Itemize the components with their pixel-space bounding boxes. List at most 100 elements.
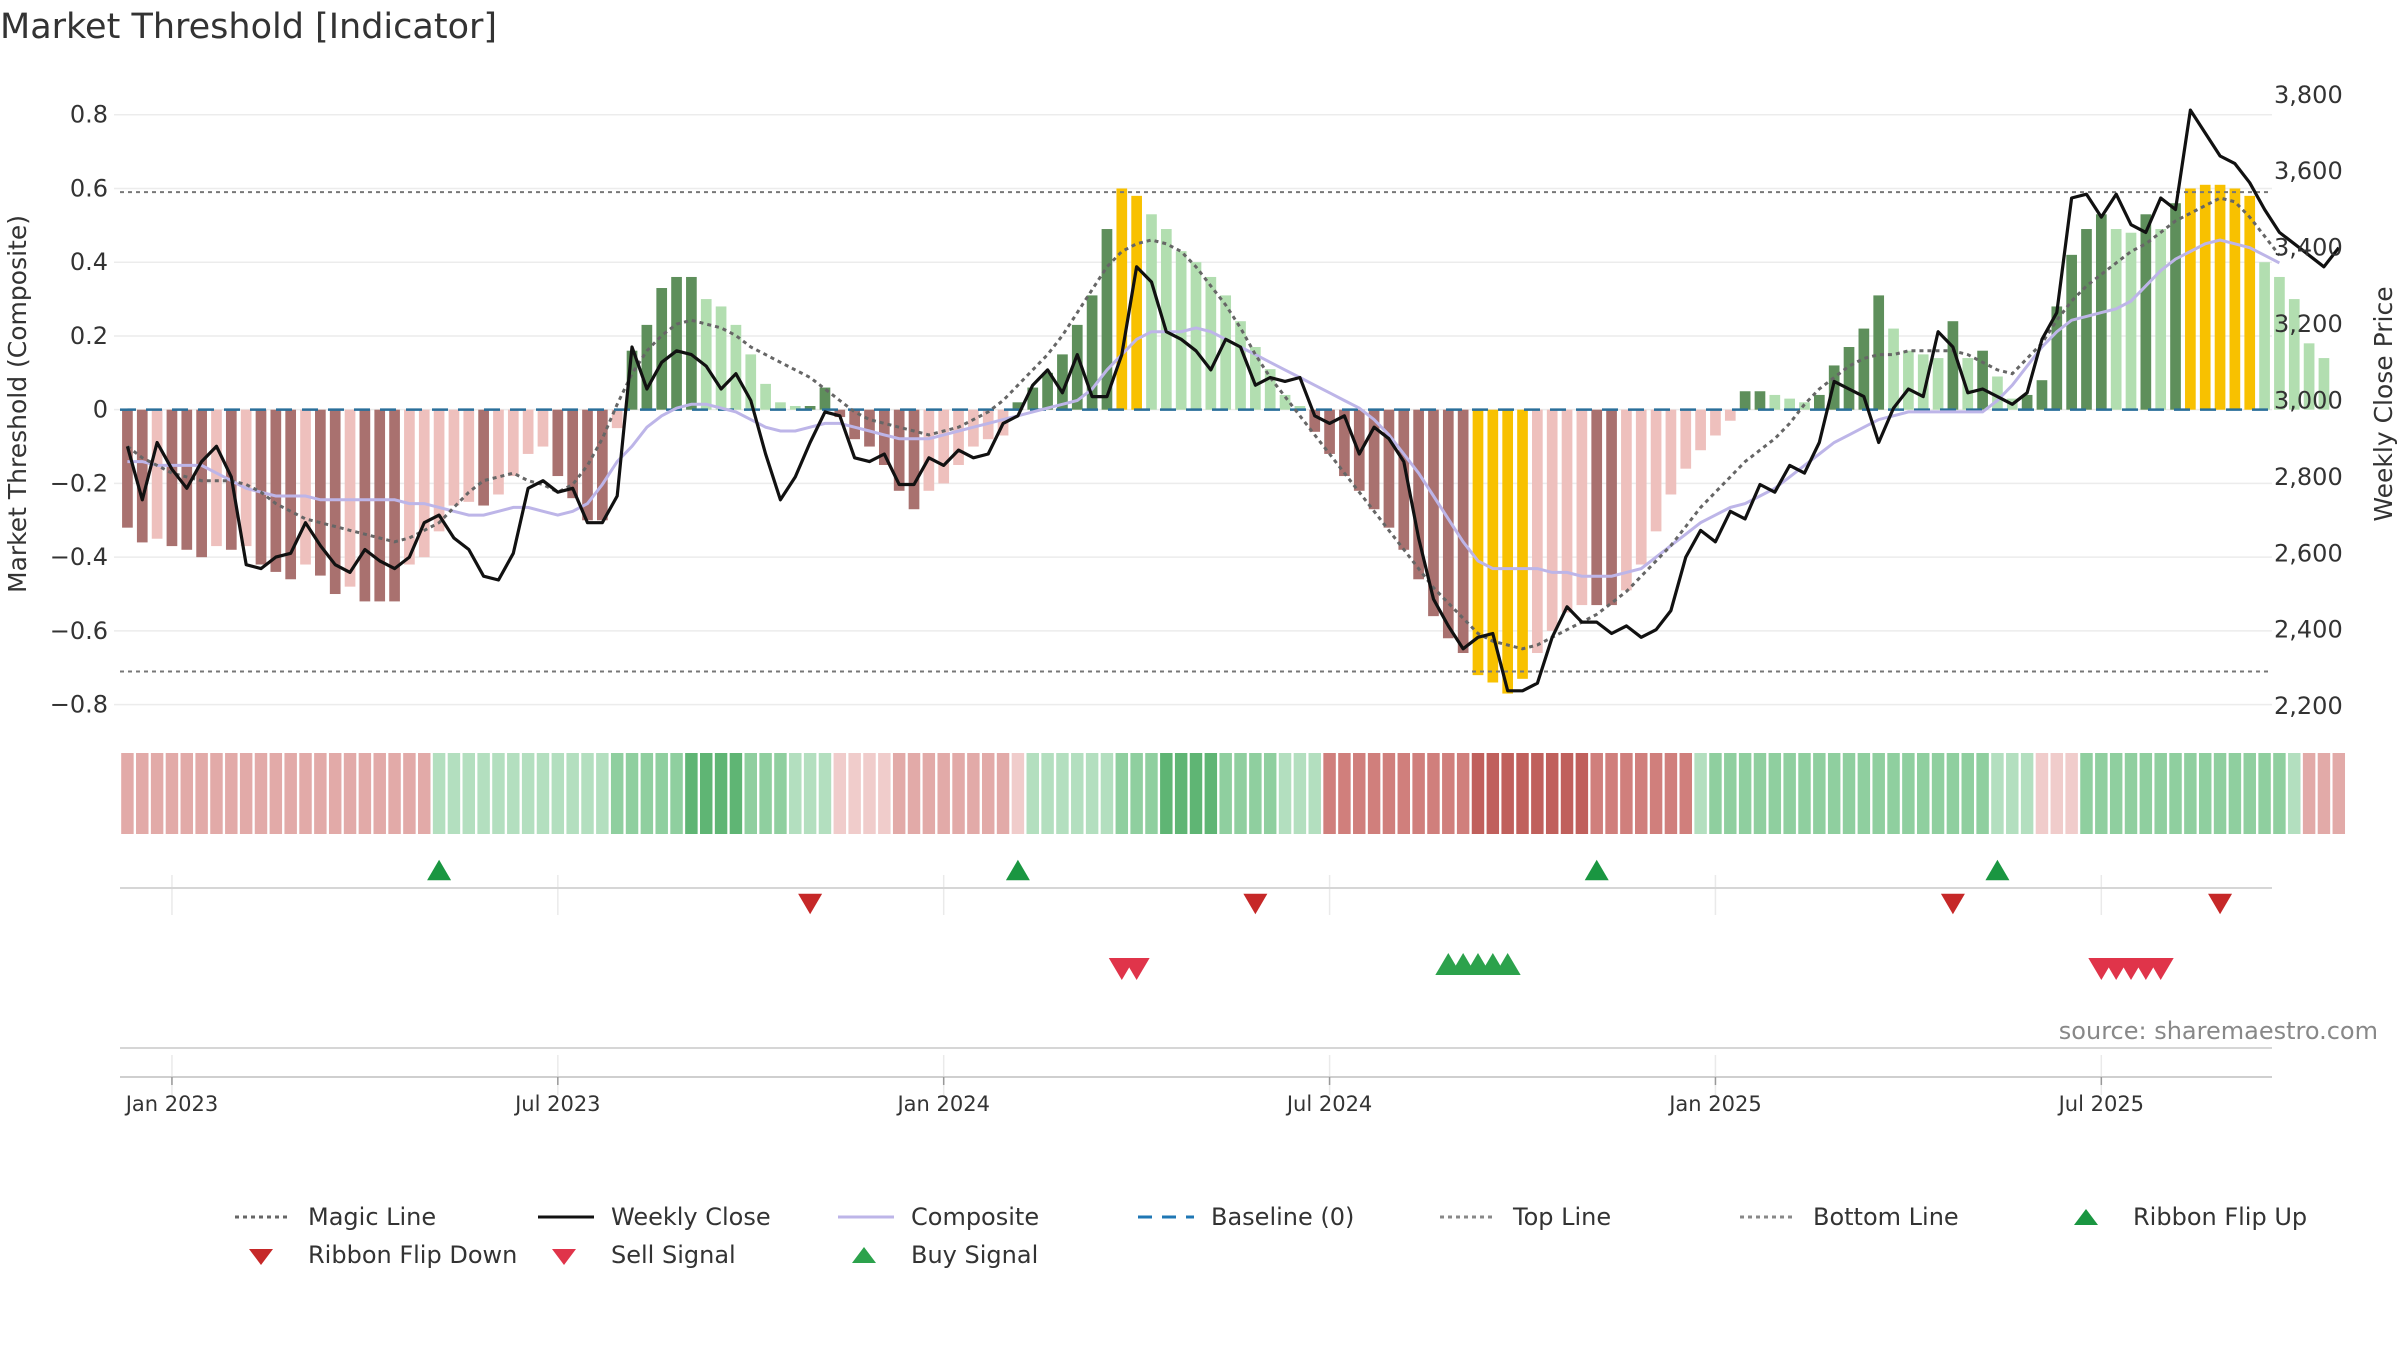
composite-bar bbox=[1546, 409, 1558, 631]
ribbon-flip-down-marker bbox=[1940, 893, 1965, 915]
chart-title: Market Threshold [Indicator] bbox=[0, 7, 497, 47]
ribbon-cell bbox=[1961, 753, 1974, 834]
legend-label: Ribbon Flip Up bbox=[2133, 1203, 2307, 1231]
composite-bar bbox=[1754, 391, 1766, 410]
composite-bar bbox=[1710, 409, 1721, 436]
composite-bar bbox=[389, 409, 400, 602]
composite-bar bbox=[1665, 409, 1677, 495]
composite-bar bbox=[2081, 229, 2092, 410]
x-tick-label: Jul 2025 bbox=[2057, 1092, 2144, 1116]
composite-bar bbox=[1487, 409, 1499, 683]
ribbon-cell bbox=[981, 753, 995, 834]
ribbon-flip-down-marker bbox=[798, 893, 823, 915]
composite-bar bbox=[2229, 188, 2241, 410]
composite-bar bbox=[1250, 347, 1261, 410]
composite-bar bbox=[2155, 229, 2167, 410]
ribbon-cell bbox=[2109, 753, 2123, 834]
ribbon-cell bbox=[1724, 753, 1737, 834]
composite-bar bbox=[448, 409, 460, 506]
y-right-tick-label: 3,800 bbox=[2274, 81, 2343, 109]
composite-bar bbox=[671, 276, 682, 410]
composite-bar bbox=[1873, 295, 1885, 410]
ribbon-cell bbox=[2228, 753, 2242, 834]
composite-bar bbox=[953, 409, 964, 465]
ribbon-cell bbox=[2095, 753, 2108, 834]
ribbon-cell bbox=[1085, 753, 1099, 834]
ribbon-cell bbox=[1011, 753, 1025, 834]
composite-bar bbox=[374, 409, 386, 602]
composite-bar bbox=[329, 409, 341, 595]
ribbon-cell bbox=[1174, 753, 1188, 834]
composite-bar bbox=[1992, 376, 2003, 410]
composite-bar bbox=[136, 409, 148, 543]
composite-bar bbox=[1784, 398, 1795, 410]
ribbon-cell bbox=[1620, 753, 1633, 834]
ribbon-cell bbox=[418, 753, 431, 834]
ribbon-cell bbox=[1813, 753, 1826, 834]
ribbon-cell bbox=[1308, 753, 1321, 834]
composite-bar bbox=[715, 306, 727, 410]
composite-bar bbox=[2036, 380, 2048, 410]
composite-bar bbox=[1279, 394, 1291, 410]
ribbon-cell bbox=[284, 753, 297, 834]
ribbon-cell bbox=[744, 753, 757, 834]
ribbon-cell bbox=[789, 753, 802, 834]
legend-label: Ribbon Flip Down bbox=[308, 1241, 517, 1269]
ribbon-cell bbox=[1189, 753, 1203, 834]
ribbon-cell bbox=[2258, 753, 2271, 834]
y-right-tick-label: 2,600 bbox=[2274, 539, 2343, 567]
composite-bar bbox=[211, 409, 222, 547]
composite-bar bbox=[493, 409, 504, 495]
ribbon-cell bbox=[403, 753, 416, 834]
ribbon-cell bbox=[1219, 753, 1232, 834]
ribbon-cell bbox=[314, 753, 327, 834]
composite-bar bbox=[1398, 409, 1410, 550]
composite-bar bbox=[522, 409, 534, 454]
ribbon-cell bbox=[967, 753, 980, 834]
composite-bar bbox=[1457, 409, 1469, 654]
composite-bar bbox=[2259, 262, 2270, 410]
ribbon-cell bbox=[1768, 753, 1782, 834]
y-tick-labels: 0.8 0.6 0.4 0.2 0 −0.2 −0.4 −0.6 −0.8 3,800 3,600 3… bbox=[50, 81, 2343, 720]
composite-bar bbox=[166, 409, 178, 547]
composite-bar bbox=[1413, 409, 1424, 580]
composite-bar bbox=[537, 409, 549, 447]
ribbon-cell bbox=[1041, 753, 1054, 834]
ribbon-cell bbox=[2288, 753, 2301, 834]
composite-bar bbox=[463, 409, 475, 502]
ribbon-cell bbox=[1857, 753, 1871, 834]
ribbon-cell bbox=[2184, 753, 2197, 834]
ribbon-cell bbox=[774, 753, 787, 834]
composite-bar bbox=[1888, 328, 1899, 410]
x-tick-label: Jan 2023 bbox=[124, 1092, 219, 1116]
ribbon-cell bbox=[1486, 753, 1500, 834]
ribbon-cell bbox=[328, 753, 342, 834]
composite-bar bbox=[196, 409, 207, 558]
ribbon-cell bbox=[1635, 753, 1648, 834]
composite-bar bbox=[2051, 306, 2063, 410]
composite-bar bbox=[1294, 406, 1306, 410]
composite-bar bbox=[1813, 394, 1825, 410]
ribbon-cell bbox=[729, 753, 743, 834]
legend-label: Baseline (0) bbox=[1211, 1203, 1354, 1231]
composite-bar bbox=[2214, 184, 2226, 410]
ribbon-cell bbox=[655, 753, 668, 834]
composite-bar bbox=[804, 406, 816, 410]
ribbon-cell bbox=[714, 753, 728, 834]
ribbon-cell bbox=[2080, 753, 2093, 834]
composite-bar bbox=[1339, 409, 1350, 477]
ribbon-cell bbox=[1545, 753, 1559, 834]
legend-label: Composite bbox=[911, 1203, 1039, 1231]
ribbon-flip-up-marker bbox=[1985, 859, 2010, 881]
ribbon-cell bbox=[2169, 753, 2182, 834]
composite-bar bbox=[1947, 321, 1959, 410]
composite-bar bbox=[1650, 409, 1662, 532]
ribbon-cell bbox=[1100, 753, 1114, 834]
ribbon-cell bbox=[1694, 753, 1707, 834]
composite-bar bbox=[1962, 358, 1974, 410]
ribbon-cell bbox=[1575, 753, 1589, 834]
composite-bar bbox=[1086, 295, 1098, 410]
composite-bar bbox=[923, 409, 935, 491]
ribbon-cell bbox=[1516, 753, 1529, 834]
